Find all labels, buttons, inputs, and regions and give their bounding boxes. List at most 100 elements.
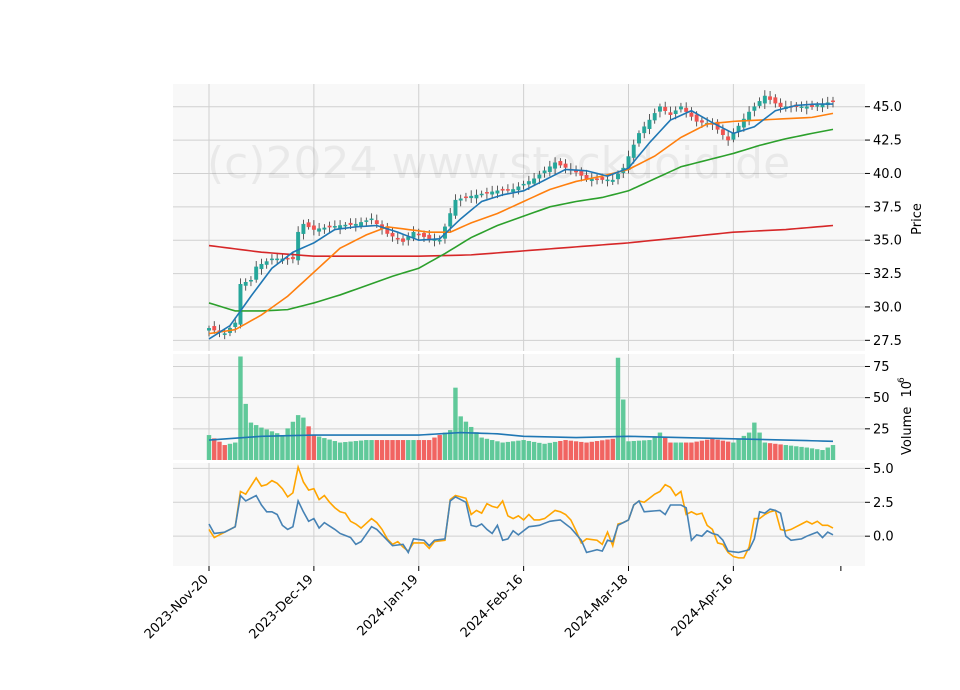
volume-bar-up	[343, 442, 348, 460]
volume-bar-up	[442, 432, 448, 460]
candle-up	[799, 106, 804, 108]
candle-down	[563, 163, 568, 168]
volume-bar-up	[830, 445, 836, 460]
candle-up	[553, 162, 558, 169]
candle-down	[285, 257, 290, 260]
volume-bar-down	[605, 439, 610, 460]
candle-down	[689, 112, 694, 117]
x-tick-label: 2024-Mar-18	[562, 572, 631, 641]
candle-down	[327, 225, 332, 228]
volume-bar-up	[280, 435, 285, 460]
ma-slow-line	[208, 128, 834, 312]
candle-up	[222, 333, 227, 335]
candle-up	[532, 178, 537, 184]
volume-bar-down	[558, 440, 563, 460]
volume-label-text: Volume	[900, 407, 915, 455]
volume-bar-down	[579, 441, 584, 460]
y-tick-label: 32.5	[873, 267, 902, 282]
volume-bar-up	[285, 428, 290, 460]
oscillator-orange-line	[208, 464, 834, 559]
candle-up	[243, 281, 248, 286]
volume-bar-up	[474, 432, 479, 460]
y-tick-label: 75	[873, 360, 890, 375]
candle-up	[264, 261, 269, 265]
volume-average-line	[208, 431, 834, 443]
candle-up	[364, 220, 369, 222]
volume-bar-down	[683, 442, 689, 460]
volume-bar-up	[521, 440, 526, 460]
candle-up	[338, 225, 343, 229]
candle-down	[500, 188, 505, 191]
volume-label-power: 6	[897, 377, 907, 383]
candle-up	[516, 186, 521, 191]
volume-bar-down	[589, 441, 594, 460]
candle-up	[736, 125, 741, 132]
candle-up	[453, 199, 458, 216]
candle-up	[652, 113, 657, 121]
volume-bar-down	[437, 435, 442, 460]
candle-down	[401, 238, 405, 242]
candle-down	[726, 136, 731, 141]
candle-up	[804, 106, 809, 109]
volume-bar-down	[563, 440, 568, 460]
price-axis-label: Price	[910, 203, 925, 235]
candle-up	[479, 193, 484, 196]
candle-down	[374, 220, 379, 224]
volume-bar-down	[725, 441, 731, 460]
volume-bar-down	[217, 441, 222, 460]
candle-up	[658, 106, 662, 112]
volume-bar-up	[295, 415, 301, 460]
candle-down	[773, 97, 778, 104]
watermark: (c)2024 www.stockdoid.de	[207, 138, 790, 189]
volume-bar-down	[421, 440, 427, 460]
candle-down	[395, 237, 400, 240]
candle-up	[474, 194, 479, 199]
volume-bar-down	[390, 440, 395, 460]
volume-bar-up	[642, 440, 647, 460]
volume-bar-up	[448, 430, 453, 460]
volume-bar-up	[369, 440, 374, 460]
volume-bar-up	[757, 432, 762, 460]
candle-down	[778, 102, 783, 107]
volume-bar-up	[531, 441, 537, 460]
volume-bar-down	[662, 437, 668, 460]
candle-down	[668, 112, 673, 115]
candle-up	[673, 110, 678, 114]
volume-bar-down	[720, 440, 726, 460]
candle-up	[317, 228, 322, 232]
candle-up	[815, 105, 820, 107]
volume-bar-up	[542, 443, 547, 460]
volume-bar-up	[510, 441, 516, 460]
volume-bar-up	[825, 447, 830, 460]
volume-bar-up	[348, 441, 353, 460]
volume-bar-up	[736, 439, 741, 460]
volume-average	[208, 431, 834, 443]
candle-down	[595, 178, 599, 181]
candle-up	[233, 322, 238, 327]
volume-bar-up	[238, 356, 243, 460]
volume-bar-up	[516, 440, 521, 460]
candle-up	[343, 224, 348, 227]
volume-bar-down	[704, 439, 710, 460]
volume-bar-up	[547, 442, 553, 460]
candle-down	[422, 233, 426, 237]
volume-bar-up	[248, 422, 254, 460]
candle-up	[511, 189, 516, 193]
candle-up	[762, 95, 767, 104]
candle-down	[584, 174, 589, 180]
svg-text:Volume 10: Volume 10	[900, 381, 915, 455]
y-tick-label: 40.0	[873, 167, 902, 182]
y-tick-label: 37.5	[873, 200, 902, 215]
candle-down	[699, 120, 704, 123]
volume-bar-up	[788, 445, 794, 460]
volume-bar-up	[243, 403, 248, 460]
x-tick-label: 2024-Jan-19	[355, 572, 422, 639]
candle-up	[353, 223, 358, 226]
volume-bar-up	[820, 450, 825, 460]
candle-up	[610, 179, 615, 182]
candle-up	[631, 144, 636, 158]
y-tick-label: 50	[873, 391, 890, 406]
volume-bar-up	[406, 440, 411, 460]
volume-bar-up	[233, 442, 238, 460]
y-tick-label: 30.0	[873, 300, 902, 315]
